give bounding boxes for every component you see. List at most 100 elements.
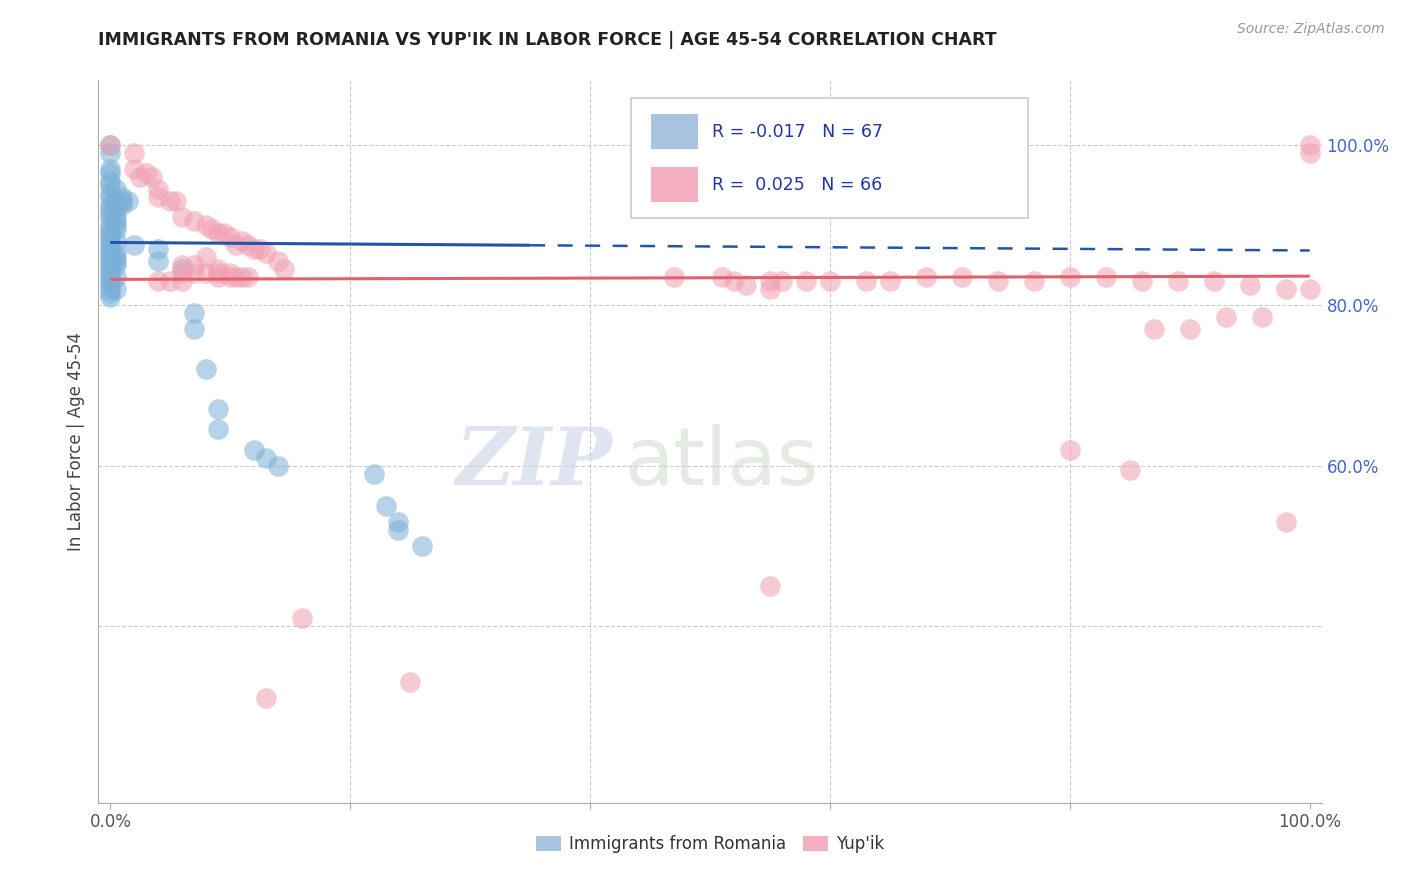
Point bbox=[363, 467, 385, 481]
Point bbox=[165, 194, 187, 208]
Point bbox=[100, 258, 122, 272]
Point bbox=[100, 137, 122, 152]
Point bbox=[148, 274, 170, 288]
Point bbox=[172, 258, 194, 272]
Point bbox=[1022, 274, 1045, 288]
Point bbox=[100, 166, 122, 180]
Point bbox=[1298, 137, 1320, 152]
Point bbox=[100, 189, 122, 203]
Point bbox=[225, 269, 247, 284]
Point bbox=[243, 442, 266, 457]
Point bbox=[105, 202, 128, 216]
Point bbox=[387, 523, 409, 537]
Point bbox=[195, 362, 218, 376]
Point bbox=[100, 290, 122, 304]
Point bbox=[129, 169, 152, 184]
Point bbox=[219, 266, 242, 280]
Point bbox=[195, 266, 218, 280]
Point bbox=[105, 197, 128, 211]
Point bbox=[105, 282, 128, 296]
Text: R = -0.017   N = 67: R = -0.017 N = 67 bbox=[713, 123, 883, 141]
Point bbox=[1298, 145, 1320, 160]
Point bbox=[662, 269, 685, 284]
Point bbox=[1239, 278, 1261, 293]
Bar bbox=[651, 167, 697, 202]
Point bbox=[100, 173, 122, 188]
Point bbox=[254, 450, 277, 465]
Point bbox=[1119, 463, 1142, 477]
Point bbox=[238, 269, 260, 284]
Point bbox=[1143, 322, 1166, 336]
Point bbox=[111, 197, 134, 211]
Point bbox=[105, 213, 128, 227]
Point bbox=[172, 262, 194, 277]
Point bbox=[267, 254, 290, 268]
Point bbox=[794, 274, 817, 288]
Point bbox=[987, 274, 1010, 288]
Point bbox=[273, 262, 295, 277]
Point bbox=[105, 250, 128, 264]
Point bbox=[172, 266, 194, 280]
Point bbox=[243, 242, 266, 256]
Point bbox=[100, 242, 122, 256]
Bar bbox=[651, 114, 697, 149]
Text: ZIP: ZIP bbox=[456, 425, 612, 502]
Point bbox=[100, 137, 122, 152]
Point bbox=[1059, 442, 1081, 457]
Point bbox=[105, 254, 128, 268]
Point bbox=[1094, 269, 1116, 284]
Point bbox=[759, 274, 782, 288]
Point bbox=[1274, 282, 1296, 296]
FancyBboxPatch shape bbox=[630, 98, 1028, 218]
Point bbox=[172, 274, 194, 288]
Point bbox=[207, 262, 229, 277]
Point bbox=[100, 210, 122, 224]
Point bbox=[148, 182, 170, 196]
Point bbox=[1250, 310, 1272, 325]
Point bbox=[172, 210, 194, 224]
Point bbox=[159, 274, 181, 288]
Point bbox=[124, 161, 146, 176]
Point bbox=[183, 266, 205, 280]
Point bbox=[100, 269, 122, 284]
Point bbox=[100, 238, 122, 252]
Point bbox=[105, 258, 128, 272]
Point bbox=[411, 539, 433, 553]
Point bbox=[148, 242, 170, 256]
Point bbox=[201, 222, 224, 236]
Point bbox=[100, 218, 122, 232]
Point bbox=[225, 238, 247, 252]
Point bbox=[100, 266, 122, 280]
Point bbox=[219, 230, 242, 244]
Point bbox=[100, 161, 122, 176]
Point bbox=[219, 269, 242, 284]
Point bbox=[195, 218, 218, 232]
Point bbox=[100, 226, 122, 240]
Point bbox=[723, 274, 745, 288]
Point bbox=[1202, 274, 1225, 288]
Text: Source: ZipAtlas.com: Source: ZipAtlas.com bbox=[1237, 22, 1385, 37]
Point bbox=[105, 246, 128, 260]
Point bbox=[124, 145, 146, 160]
Point bbox=[254, 246, 277, 260]
Point bbox=[1178, 322, 1201, 336]
Y-axis label: In Labor Force | Age 45-54: In Labor Force | Age 45-54 bbox=[66, 332, 84, 551]
Point bbox=[111, 194, 134, 208]
Point bbox=[100, 246, 122, 260]
Point bbox=[1298, 282, 1320, 296]
Point bbox=[770, 274, 793, 288]
Point bbox=[183, 322, 205, 336]
Text: IMMIGRANTS FROM ROMANIA VS YUP'IK IN LABOR FORCE | AGE 45-54 CORRELATION CHART: IMMIGRANTS FROM ROMANIA VS YUP'IK IN LAB… bbox=[98, 31, 997, 49]
Point bbox=[100, 262, 122, 277]
Point bbox=[267, 458, 290, 473]
Point bbox=[100, 222, 122, 236]
Point bbox=[207, 402, 229, 417]
Point bbox=[100, 274, 122, 288]
Point bbox=[105, 210, 128, 224]
Point bbox=[183, 213, 205, 227]
Point bbox=[183, 258, 205, 272]
Text: atlas: atlas bbox=[624, 425, 818, 502]
Point bbox=[291, 611, 314, 625]
Point bbox=[105, 218, 128, 232]
Point bbox=[100, 278, 122, 293]
